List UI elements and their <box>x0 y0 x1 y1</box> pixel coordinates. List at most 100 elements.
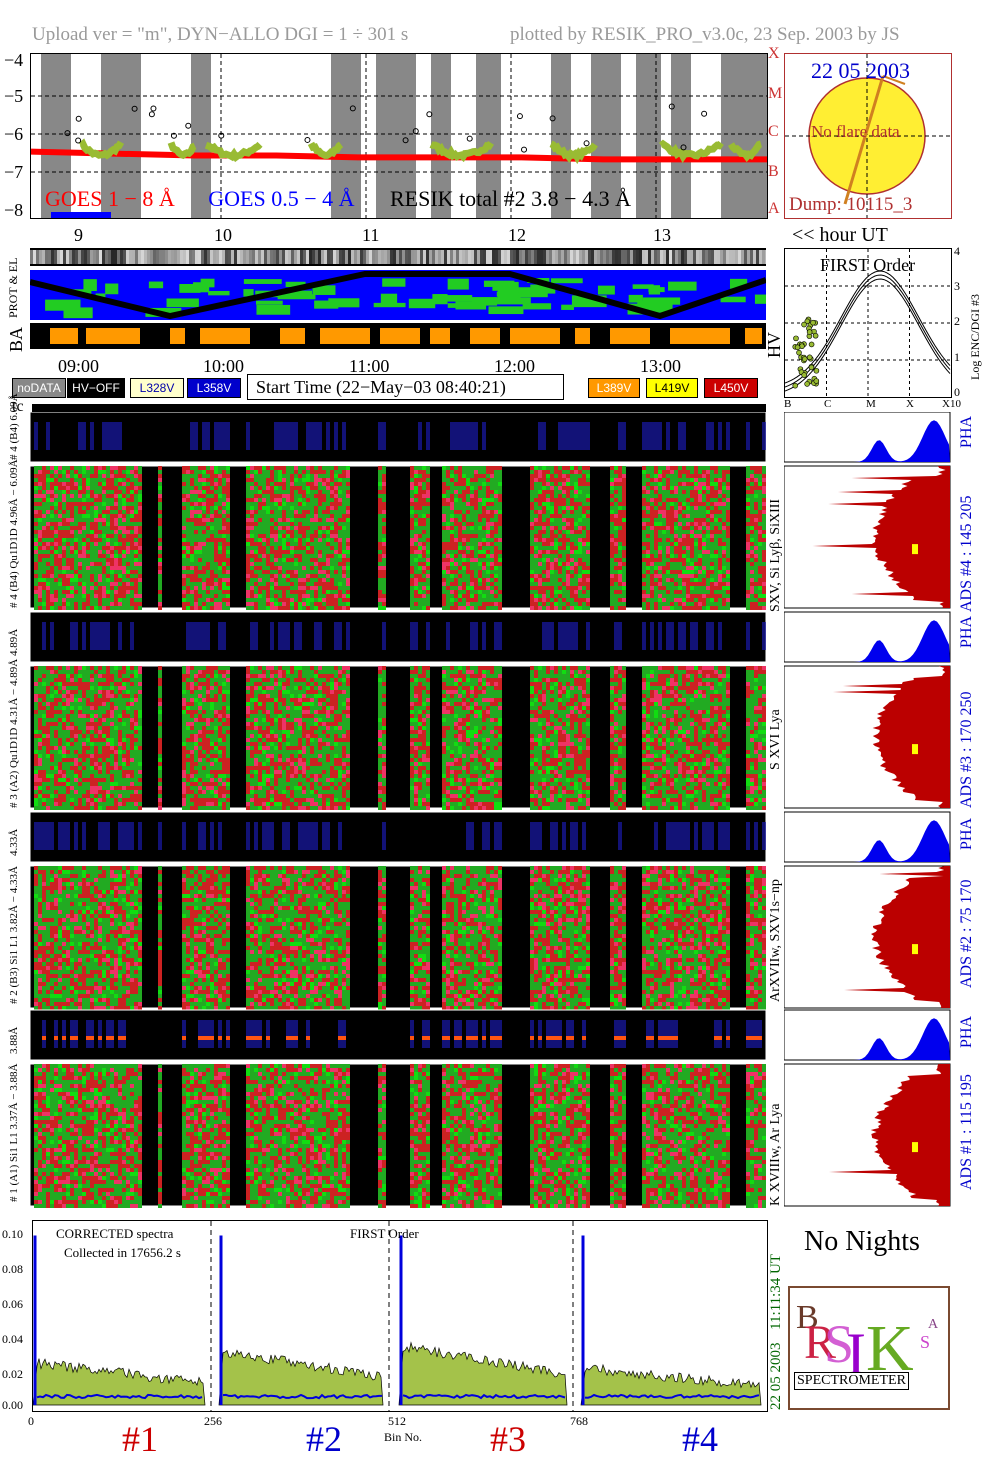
spectra-cell <box>414 562 418 566</box>
spectra-cell <box>418 470 422 474</box>
spectra-cell <box>678 518 682 522</box>
spectra-cell <box>378 502 382 506</box>
legend-goes-short: GOES 0.5 − 4 Å <box>208 186 354 211</box>
night-stripe <box>671 54 691 218</box>
spectra-cell <box>486 478 490 482</box>
spectra-cell <box>478 494 482 498</box>
spectra-cell <box>66 602 70 606</box>
spectra-cell <box>78 558 82 562</box>
spectra-cell <box>54 466 58 470</box>
spectra-cell <box>38 506 42 510</box>
spectra-cell <box>498 578 502 582</box>
spectra-cell <box>218 594 222 598</box>
spectra-cell <box>610 494 614 498</box>
spectra-cell <box>106 546 110 550</box>
spectra-cell <box>326 602 330 606</box>
spectra-cell <box>246 598 250 602</box>
spectra-cell <box>610 486 614 490</box>
spectra-cell <box>102 478 106 482</box>
spectra-cell <box>110 474 114 478</box>
spectra-cell <box>122 590 126 594</box>
spectra-cell <box>474 514 478 518</box>
prot-cell <box>380 293 398 305</box>
spectra-cell <box>562 554 566 558</box>
spectra-cell <box>274 526 278 530</box>
el-cell <box>477 250 480 264</box>
spectra-cell <box>486 522 490 526</box>
spectra-cell <box>378 478 382 482</box>
spectra-cell <box>182 558 186 562</box>
spectra-cell <box>282 482 286 486</box>
spectra-cell <box>690 590 694 594</box>
sun-disk-plot <box>785 54 951 218</box>
el-cell <box>720 250 723 264</box>
el-cell <box>42 250 45 264</box>
spectra-cell <box>222 502 226 506</box>
spectra-cell <box>490 474 494 478</box>
spectra-cell <box>262 466 266 470</box>
spectra-cell <box>558 586 562 590</box>
spectra-cell <box>550 566 554 570</box>
spectra-cell <box>322 594 326 598</box>
spectra-cell <box>34 594 38 598</box>
pha-cell <box>82 422 86 450</box>
el-cell <box>69 250 72 264</box>
el-cell <box>450 250 453 264</box>
spectra-cell <box>34 486 38 490</box>
spectra-cell <box>94 534 98 538</box>
spectra-cell <box>50 530 54 534</box>
spectra-cell <box>254 494 258 498</box>
spectra-cell <box>642 562 646 566</box>
spectra-cell <box>258 490 262 494</box>
spectra-cell <box>322 510 326 514</box>
spectra-cell <box>490 558 494 562</box>
spectra-cell <box>610 498 614 502</box>
spectra-cell <box>334 498 338 502</box>
el-cell <box>687 250 690 264</box>
spectra-cell <box>702 562 706 566</box>
spectra-cell <box>542 530 546 534</box>
spectra-cell <box>46 578 50 582</box>
spectra-cell <box>102 470 106 474</box>
spectra-cell <box>290 470 294 474</box>
spectra-cell <box>478 518 482 522</box>
el-cell <box>411 250 414 264</box>
spectra-cell <box>46 538 50 542</box>
pha-cell <box>462 422 466 450</box>
spectra-cell <box>102 506 106 510</box>
spectra-cell <box>58 554 62 558</box>
spectra-cell <box>586 550 590 554</box>
spectra-cell <box>490 586 494 590</box>
spectra-cell <box>414 586 418 590</box>
spectra-cell <box>38 510 42 514</box>
spectra-cell <box>622 526 626 530</box>
spectra-cell <box>618 574 622 578</box>
spectra-cell <box>222 486 226 490</box>
spectra-cell <box>74 558 78 562</box>
el-cell <box>609 250 612 264</box>
spectra-cell <box>46 490 50 494</box>
spectra-cell <box>194 606 198 610</box>
spectra-cell <box>50 466 54 470</box>
spectra-cell <box>462 518 466 522</box>
spectra-cell <box>586 590 590 594</box>
spectra-cell <box>618 506 622 510</box>
spectra-cell <box>494 590 498 594</box>
spectra-cell <box>194 490 198 494</box>
spectra-cell <box>102 474 106 478</box>
spectra-cell <box>578 522 582 526</box>
spectra-cell <box>114 502 118 506</box>
spectra-cell <box>102 546 106 550</box>
spectra-cell <box>682 478 686 482</box>
el-cell <box>105 250 108 264</box>
spectra-cell <box>650 538 654 542</box>
spectra-cell <box>62 574 66 578</box>
spectra-cell <box>682 582 686 586</box>
spectra-cell <box>210 478 214 482</box>
spectra-cell <box>494 466 498 470</box>
spectra-cell <box>470 494 474 498</box>
spectra-cell <box>658 518 662 522</box>
spectra-cell <box>58 490 62 494</box>
spectra-cell <box>570 518 574 522</box>
spectra-cell <box>658 562 662 566</box>
